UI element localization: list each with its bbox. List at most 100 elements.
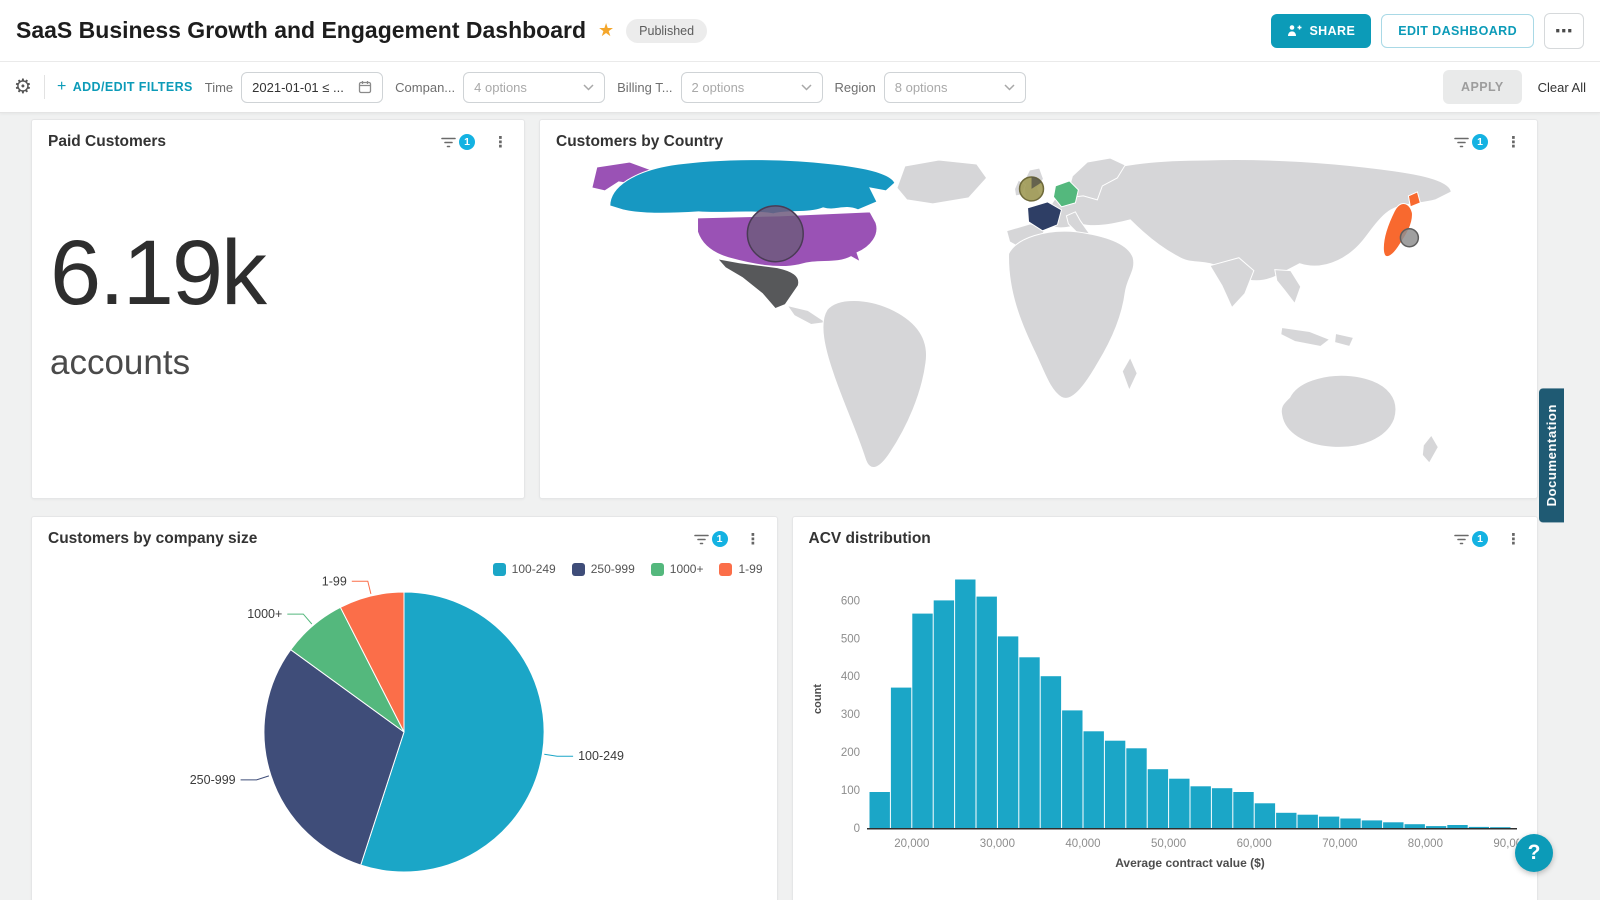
hist-bar[interactable] [1125, 748, 1147, 828]
map-land-africa [1008, 230, 1135, 399]
hist-bar[interactable] [869, 792, 890, 828]
hist-bar[interactable] [1190, 786, 1211, 828]
more-menu-button[interactable]: ⋯ [1544, 12, 1584, 49]
hist-bar[interactable] [1382, 822, 1403, 828]
filter-icon[interactable] [1454, 532, 1469, 546]
hist-bar[interactable] [954, 579, 975, 829]
legend-item[interactable]: 100-249 [492, 562, 556, 576]
hist-bar[interactable] [997, 636, 1018, 828]
kebab-menu-icon[interactable]: ⋮ [1506, 531, 1521, 548]
map-land-greenland [896, 159, 988, 205]
region-filter-label: Region [834, 79, 876, 95]
filter-icon[interactable] [1454, 135, 1469, 149]
help-button[interactable]: ? [1515, 834, 1553, 872]
company-filter-group: Compan... 4 options [395, 71, 606, 103]
legend-swatch [650, 562, 664, 576]
hist-bar[interactable] [1040, 676, 1061, 828]
hist-bar[interactable] [1061, 710, 1082, 828]
favorite-star-icon[interactable]: ★ [598, 20, 615, 40]
documentation-tab[interactable]: Documentation [1539, 388, 1564, 523]
pie-slice-100-249[interactable] [360, 591, 545, 873]
dashboard-body: Paid Customers 1 ⋮ 6.19k accounts Custom… [0, 113, 1600, 900]
map-country-japan[interactable] [1382, 203, 1413, 258]
map-country-france[interactable] [1027, 201, 1063, 232]
hist-bar[interactable] [1275, 812, 1296, 828]
kebab-menu-icon[interactable]: ⋮ [745, 531, 761, 548]
hist-bar[interactable] [1104, 740, 1125, 828]
calendar-icon [358, 80, 372, 94]
add-edit-filters-label: ADD/EDIT FILTERS [72, 80, 193, 94]
y-tick-label: 300 [840, 709, 859, 721]
hist-bar[interactable] [1297, 814, 1318, 828]
apply-button[interactable]: APPLY [1443, 70, 1522, 104]
map-bubble-us[interactable] [746, 205, 804, 263]
pie-label: 250-999 [190, 773, 236, 787]
map-country-germany[interactable] [1052, 180, 1079, 208]
hist-bar[interactable] [1404, 824, 1425, 828]
widget-acv-distribution: ACV distribution 1 ⋮ 0 100 200 300 400 500 600… [791, 516, 1538, 900]
hist-bar[interactable] [1168, 778, 1189, 828]
hist-bar[interactable] [1232, 792, 1254, 828]
x-tick-label: 50,000 [1151, 838, 1186, 850]
dashboard-header: SaaS Business Growth and Engagement Dash… [0, 0, 1600, 62]
page-title: SaaS Business Growth and Engagement Dash… [16, 17, 587, 43]
hist-bar[interactable] [1468, 826, 1489, 828]
billing-filter-select[interactable]: 2 options [680, 71, 823, 103]
billing-filter-group: Billing T... 2 options [617, 71, 823, 103]
kpi-value: 6.19k [50, 222, 267, 324]
hist-bar[interactable] [1211, 788, 1232, 828]
hist-bar[interactable] [1361, 820, 1382, 828]
region-filter-select[interactable]: 8 options [883, 71, 1026, 103]
billing-filter-label: Billing T... [617, 79, 673, 95]
map-country-japan[interactable] [1407, 191, 1421, 208]
map-country-mexico[interactable] [716, 257, 800, 310]
hist-bar[interactable] [1446, 825, 1468, 828]
gear-icon[interactable]: ⚙ [14, 76, 32, 98]
divider [43, 75, 45, 99]
y-tick-label: 500 [840, 633, 859, 645]
map-bubble-japan[interactable] [1399, 228, 1420, 248]
edit-dashboard-button[interactable]: EDIT DASHBOARD [1381, 13, 1534, 48]
filter-count-badge: 1 [1472, 531, 1488, 547]
y-tick-label: 0 [853, 823, 859, 835]
hist-bar[interactable] [911, 613, 933, 828]
kpi-unit: accounts [50, 343, 191, 382]
kebab-menu-icon[interactable]: ⋮ [1506, 134, 1521, 151]
company-filter-select[interactable]: 4 options [463, 71, 606, 103]
pie-slice-1-99[interactable] [339, 591, 405, 733]
legend-item[interactable]: 250-999 [571, 562, 635, 576]
legend-item[interactable]: 1000+ [650, 562, 703, 576]
hist-bar[interactable] [1489, 827, 1510, 828]
add-edit-filters-button[interactable]: + ADD/EDIT FILTERS [57, 78, 193, 96]
kebab-menu-icon[interactable]: ⋮ [493, 134, 508, 151]
widget-paid-customers: Paid Customers 1 ⋮ 6.19k accounts [31, 119, 525, 499]
filter-icon[interactable] [441, 135, 456, 149]
map-land-australia [1280, 374, 1397, 448]
pie-slice-250-999[interactable] [263, 649, 405, 866]
widget-title: Paid Customers [48, 133, 167, 150]
map-land-south-america [822, 300, 928, 468]
legend-item[interactable]: 1-99 [719, 562, 763, 576]
hist-bar[interactable] [1147, 769, 1168, 828]
hist-bar[interactable] [1425, 826, 1446, 828]
hist-bar[interactable] [1254, 803, 1275, 828]
clear-all-button[interactable]: Clear All [1537, 79, 1586, 95]
hist-bar[interactable] [1083, 731, 1104, 829]
hist-bar[interactable] [933, 600, 954, 828]
hist-bar[interactable] [976, 596, 997, 828]
legend-swatch [719, 562, 733, 576]
y-tick-label: 400 [840, 671, 859, 683]
time-filter-input[interactable]: 2021-01-01 ≤ ... [241, 71, 384, 103]
x-axis-title: Average contract value ($) [1115, 856, 1265, 870]
y-tick-label: 600 [840, 595, 859, 607]
hist-bar[interactable] [890, 687, 911, 828]
hist-bar[interactable] [1018, 657, 1040, 828]
hist-bar[interactable] [1339, 818, 1361, 829]
chevron-down-icon [801, 83, 812, 91]
hist-bar[interactable] [1318, 816, 1339, 828]
filter-icon[interactable] [693, 532, 709, 546]
pie-label: 1000+ [247, 607, 282, 621]
map-country-canada[interactable] [609, 159, 896, 215]
share-button[interactable]: SHARE [1271, 13, 1372, 48]
x-tick-label: 30,000 [979, 838, 1014, 850]
